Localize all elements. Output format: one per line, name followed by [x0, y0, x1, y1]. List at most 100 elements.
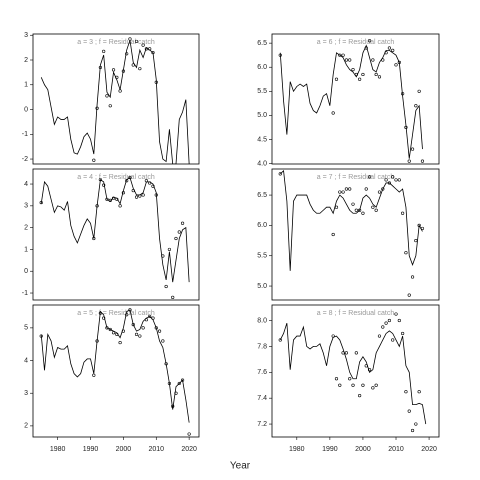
point — [394, 312, 398, 316]
point — [141, 193, 145, 197]
panel-title: a = 4 ; f = Residual catch — [77, 174, 155, 181]
point — [39, 334, 43, 338]
point — [381, 58, 385, 62]
point — [407, 159, 411, 163]
panel-title: a = 3 ; f = Residual catch — [77, 39, 155, 46]
point — [118, 340, 122, 345]
point — [374, 208, 378, 212]
point — [278, 53, 282, 57]
panel-frame — [32, 33, 200, 165]
panel-frame — [271, 304, 440, 438]
point — [134, 195, 139, 199]
point — [367, 368, 372, 372]
point — [98, 311, 102, 315]
y-tick-label: 3 — [24, 32, 28, 39]
point — [348, 187, 352, 191]
point — [95, 339, 99, 343]
point — [134, 39, 139, 44]
point — [131, 63, 135, 67]
y-tick-label: 6.5 — [257, 192, 267, 199]
point — [387, 181, 391, 185]
x-tick-label: 1980 — [50, 446, 66, 453]
y-tick-label: 4 — [24, 181, 28, 188]
point — [39, 200, 43, 205]
point — [92, 373, 96, 377]
point — [118, 204, 122, 208]
point — [167, 381, 172, 386]
point — [144, 47, 149, 51]
point — [164, 284, 168, 289]
y-tick-label: 6.0 — [257, 64, 267, 71]
point — [374, 72, 378, 77]
point — [377, 75, 382, 79]
point — [138, 334, 142, 338]
y-tick-label: 1 — [24, 82, 28, 89]
point — [125, 179, 129, 183]
point — [102, 49, 106, 53]
point — [377, 190, 382, 194]
point — [377, 334, 382, 338]
point — [134, 332, 139, 337]
point — [138, 194, 142, 198]
point — [180, 378, 185, 382]
line — [279, 44, 423, 159]
point — [417, 89, 421, 93]
point — [351, 202, 355, 206]
point — [121, 329, 125, 333]
point — [361, 72, 365, 77]
point — [154, 80, 158, 84]
point — [125, 52, 129, 56]
point — [125, 313, 129, 317]
point — [344, 187, 349, 191]
point — [417, 390, 421, 394]
y-tick-label: 5.0 — [257, 283, 267, 290]
point — [384, 51, 388, 55]
point — [108, 327, 112, 332]
point — [108, 104, 112, 108]
y-tick-label: 5.5 — [257, 253, 267, 260]
point — [105, 326, 109, 330]
point — [410, 428, 415, 433]
point — [404, 251, 408, 255]
point — [420, 159, 425, 163]
point — [401, 331, 405, 336]
point — [391, 338, 395, 342]
point — [154, 193, 158, 197]
point — [341, 53, 345, 57]
point — [177, 381, 181, 386]
point — [338, 190, 342, 194]
y-tick-label: 2 — [24, 57, 28, 64]
y-tick-label: -1 — [22, 290, 28, 297]
y-tick-label: 6.0 — [257, 222, 267, 229]
point — [144, 318, 149, 322]
plot-area — [39, 308, 191, 436]
panel-title: a = 7 ; f = Residual catch — [317, 174, 395, 181]
point — [141, 43, 145, 47]
point — [151, 316, 155, 320]
point — [397, 178, 401, 182]
y-tick-label: 3 — [24, 390, 28, 397]
y-tick-label: 7.4 — [257, 395, 267, 402]
point — [148, 47, 152, 51]
point — [128, 308, 132, 312]
point — [394, 178, 398, 182]
point — [338, 53, 342, 57]
point — [151, 184, 155, 188]
panel-title: a = 6 ; f = Residual catch — [317, 39, 395, 46]
point — [364, 364, 368, 368]
point — [102, 316, 106, 320]
point — [361, 383, 365, 387]
point — [128, 37, 132, 41]
y-tick-label: 0 — [24, 106, 28, 113]
point — [417, 223, 421, 228]
point — [157, 329, 162, 333]
point — [278, 338, 282, 342]
point — [351, 383, 355, 387]
point — [164, 362, 168, 366]
x-tick-label: 2000 — [355, 446, 371, 453]
panel-frame — [32, 304, 200, 438]
point — [95, 106, 99, 110]
y-tick-label: 4.5 — [257, 136, 267, 143]
y-tick-label: -1 — [22, 131, 28, 138]
point — [111, 331, 116, 335]
